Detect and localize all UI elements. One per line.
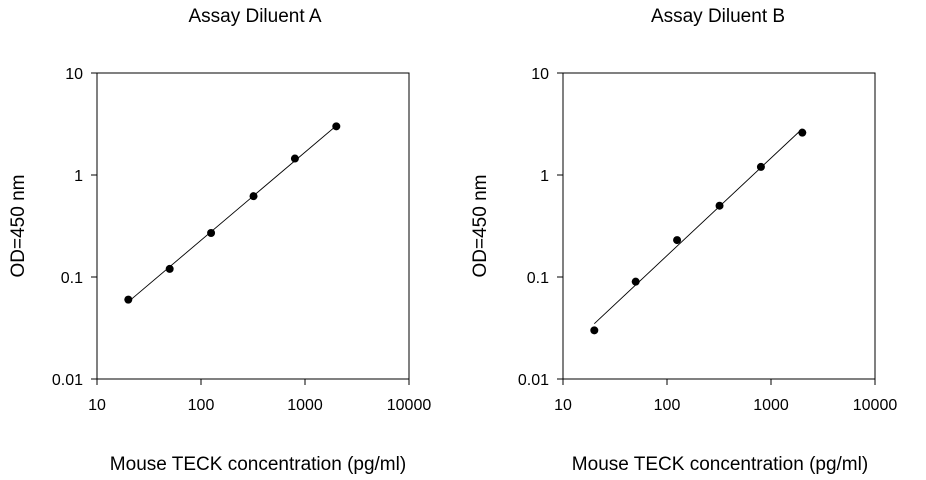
y-tick-label: 0.01: [52, 372, 83, 389]
y-tick-label: 10: [65, 66, 83, 83]
data-point: [631, 277, 640, 286]
data-point: [207, 229, 216, 238]
x-tick-label: 1000: [753, 397, 789, 414]
data-point: [590, 326, 599, 335]
x-tick-label: 10000: [387, 397, 432, 414]
y-tick-label: 1: [74, 168, 83, 185]
chart-title: Assay Diluent A: [188, 6, 321, 27]
fit-line: [128, 125, 337, 303]
y-tick-label: 0.1: [61, 270, 83, 287]
data-point: [249, 192, 258, 201]
data-point: [165, 264, 174, 273]
data-point: [332, 122, 341, 131]
data-point: [715, 201, 724, 210]
plot-frame: [96, 72, 410, 380]
data-point: [290, 154, 299, 163]
plot-frame: [562, 72, 876, 380]
x-tick-label: 10: [554, 397, 572, 414]
x-axis-label: Mouse TECK concentration (pg/ml): [572, 454, 868, 475]
y-tick-label: 10: [531, 66, 549, 83]
y-tick-label: 0.1: [527, 270, 549, 287]
x-tick-label: 100: [654, 397, 681, 414]
data-point: [756, 162, 765, 171]
x-tick-label: 10: [88, 397, 106, 414]
chart-panel-b: Assay Diluent B 10 100 1000 100000.010.1110…: [470, 6, 897, 475]
x-axis-label: Mouse TECK concentration (pg/ml): [110, 454, 406, 475]
y-axis-label: OD=450 nm: [470, 175, 491, 278]
data-point: [673, 236, 682, 245]
x-tick-label: 1000: [287, 397, 323, 414]
y-tick-label: 1: [540, 168, 549, 185]
y-axis-label: OD=450 nm: [8, 175, 29, 278]
plot-area: 10 100 1000 10000 0.01 0.1 1 10: [52, 66, 431, 414]
x-tick-label: 10000: [853, 397, 898, 414]
chart-title: Assay Diluent B: [651, 6, 785, 27]
data-point: [798, 128, 807, 137]
data-point: [124, 295, 133, 304]
chart-panel-a: Assay Diluent A 10 100 1000 100000.010.1110…: [8, 6, 431, 475]
x-tick-label: 100: [188, 397, 215, 414]
fit-line: [593, 128, 803, 325]
plot-area: 10 100 1000 10000 0.01 0.1 1 10: [518, 66, 897, 414]
y-tick-label: 0.01: [518, 372, 549, 389]
